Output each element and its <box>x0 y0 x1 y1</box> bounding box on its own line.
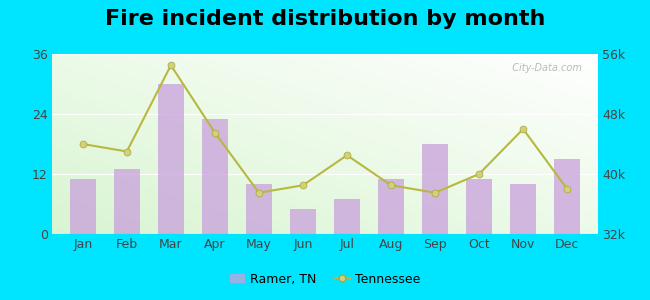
Bar <box>202 119 228 234</box>
Bar <box>378 179 404 234</box>
Text: City-Data.com: City-Data.com <box>506 63 582 73</box>
Bar <box>510 184 536 234</box>
Bar <box>246 184 272 234</box>
Bar <box>114 169 140 234</box>
Bar <box>422 144 448 234</box>
Bar <box>158 84 184 234</box>
Legend: Ramer, TN, Tennessee: Ramer, TN, Tennessee <box>225 268 425 291</box>
Bar <box>70 179 96 234</box>
Bar <box>466 179 492 234</box>
Bar <box>554 159 580 234</box>
Bar <box>290 209 316 234</box>
Text: Fire incident distribution by month: Fire incident distribution by month <box>105 9 545 29</box>
Bar <box>334 199 360 234</box>
